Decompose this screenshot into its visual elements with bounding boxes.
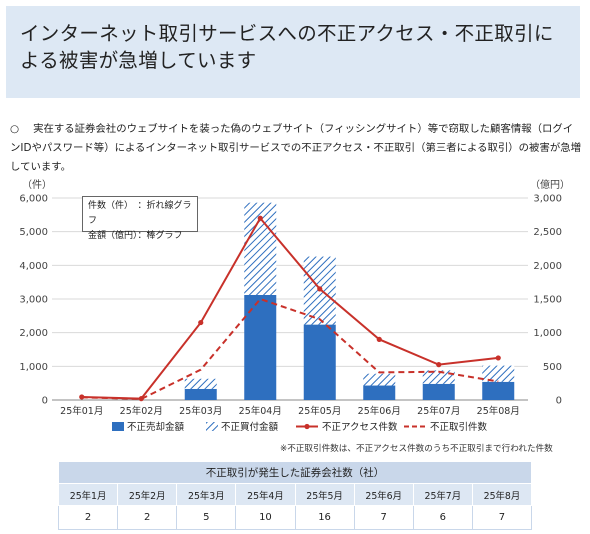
chart-note-box: 件数（件） ：折れ線グラフ 金額（億円）：棒グラフ [82, 196, 198, 241]
x-tick-label: 25年05月 [298, 405, 341, 417]
table-count-1: 2 [57, 505, 119, 530]
bar-fusei-baikyaku [482, 381, 515, 400]
bar-fusei-kaitsuke [482, 365, 515, 382]
table-count-4: 10 [235, 505, 296, 530]
left-axis-unit: （件） [22, 179, 52, 191]
legend-label: 不正アクセス件数 [322, 421, 398, 433]
table-month-4: 25年4月 [235, 483, 296, 506]
table-month-3: 25年3月 [176, 483, 237, 506]
left-tick-label: 4,000 [19, 261, 48, 272]
bar-fusei-baikyaku [244, 294, 277, 400]
left-tick-label: 0 [42, 396, 48, 407]
x-tick-label: 25年07月 [417, 405, 460, 417]
point-fusei-access [198, 319, 204, 326]
point-fusei-access [376, 336, 382, 342]
table-month-2: 25年2月 [117, 483, 178, 506]
page-title: インターネット取引サービスへの不正アクセス・不正取引による被害が急増しています [20, 22, 554, 72]
line-fusei-access [81, 216, 499, 400]
right-tick-label: 3,000 [533, 194, 562, 205]
bar-fusei-kaitsuke [184, 378, 217, 389]
point-fusei-access [257, 215, 263, 221]
table-month-8: 25年8月 [471, 483, 533, 506]
right-tick-label: 1,000 [533, 328, 562, 339]
line-fusei-torihiki [81, 297, 499, 400]
legend-label: 不正取引件数 [430, 421, 488, 433]
table-count-3: 5 [176, 505, 237, 530]
company-count-table: 不正取引が発生した証券会社数（社） 25年1月 25年2月 25年3月 25年4月 25… [57, 461, 533, 530]
legend-marker-access [304, 423, 310, 430]
right-tick-label: 1,500 [533, 295, 562, 306]
bullet-mark: ○ [10, 123, 20, 135]
table-month-1: 25年1月 [57, 483, 119, 506]
left-tick-label: 3,000 [19, 295, 48, 306]
right-tick-label: 2,500 [533, 227, 562, 238]
bar-fusei-baikyaku [184, 388, 217, 400]
bar-fusei-kaitsuke [363, 373, 396, 386]
legend-swatch-baikyaku [112, 422, 124, 431]
chart-note-line-2: 金額（億円）：棒グラフ [88, 231, 183, 241]
table-header-row: 25年1月 25年2月 25年3月 25年4月 25年5月 25年6月 25年7月 25年8月 [57, 483, 533, 506]
point-fusei-access [317, 286, 323, 292]
table-count-8: 7 [471, 505, 533, 530]
left-tick-label: 5,000 [19, 227, 48, 238]
bar-fusei-baikyaku [363, 385, 396, 400]
x-tick-label: 25年01月 [60, 405, 103, 417]
x-tick-label: 25年02月 [120, 405, 163, 417]
table-caption: 不正取引が発生した証券会社数（社） [58, 461, 532, 484]
legend-swatch-kaitsuke [206, 422, 218, 431]
table-count-2: 2 [117, 505, 178, 530]
table-count-5: 16 [294, 505, 355, 530]
table-value-row: 2 2 5 10 16 7 6 7 [57, 505, 533, 530]
bar-fusei-baikyaku [303, 324, 336, 400]
x-tick-label: 25年06月 [358, 405, 401, 417]
point-fusei-access [436, 362, 442, 368]
legend-label: 不正買付金額 [221, 421, 279, 433]
right-tick-label: 500 [543, 362, 562, 373]
point-fusei-access [495, 355, 501, 361]
right-tick-label: 2,000 [533, 261, 562, 272]
chart-note-line-1: 件数（件） ：折れ線グラフ [88, 201, 192, 226]
left-tick-label: 1,000 [19, 362, 48, 373]
legend-label: 不正売却金額 [127, 421, 185, 433]
right-axis-unit: （億円） [530, 178, 570, 191]
table-count-7: 6 [412, 505, 473, 530]
footnote: ※不正取引件数は、不正アクセス件数のうち不正取引まで行われた件数 [280, 444, 553, 454]
table-count-6: 7 [353, 505, 414, 530]
description-text: 実在する証券会社のウェブサイトを装った偽のウェブサイト（フィッシングサイト）等で… [10, 123, 582, 173]
left-tick-label: 6,000 [19, 194, 48, 205]
header-banner: インターネット取引サービスへの不正アクセス・不正取引による被害が急増しています [6, 6, 580, 98]
left-tick-label: 2,000 [19, 328, 48, 339]
description: ○ 実在する証券会社のウェブサイトを装った偽のウェブサイト（フィッシングサイト）等… [10, 120, 582, 177]
bar-fusei-kaitsuke [422, 370, 455, 384]
x-tick-label: 25年08月 [477, 405, 520, 417]
table-month-5: 25年5月 [294, 483, 355, 506]
right-tick-label: 0 [556, 396, 562, 407]
x-tick-label: 25年04月 [239, 405, 282, 417]
table-month-6: 25年6月 [353, 483, 414, 506]
bar-fusei-baikyaku [422, 383, 455, 400]
table-month-7: 25年7月 [412, 483, 473, 506]
x-tick-label: 25年03月 [179, 405, 222, 417]
